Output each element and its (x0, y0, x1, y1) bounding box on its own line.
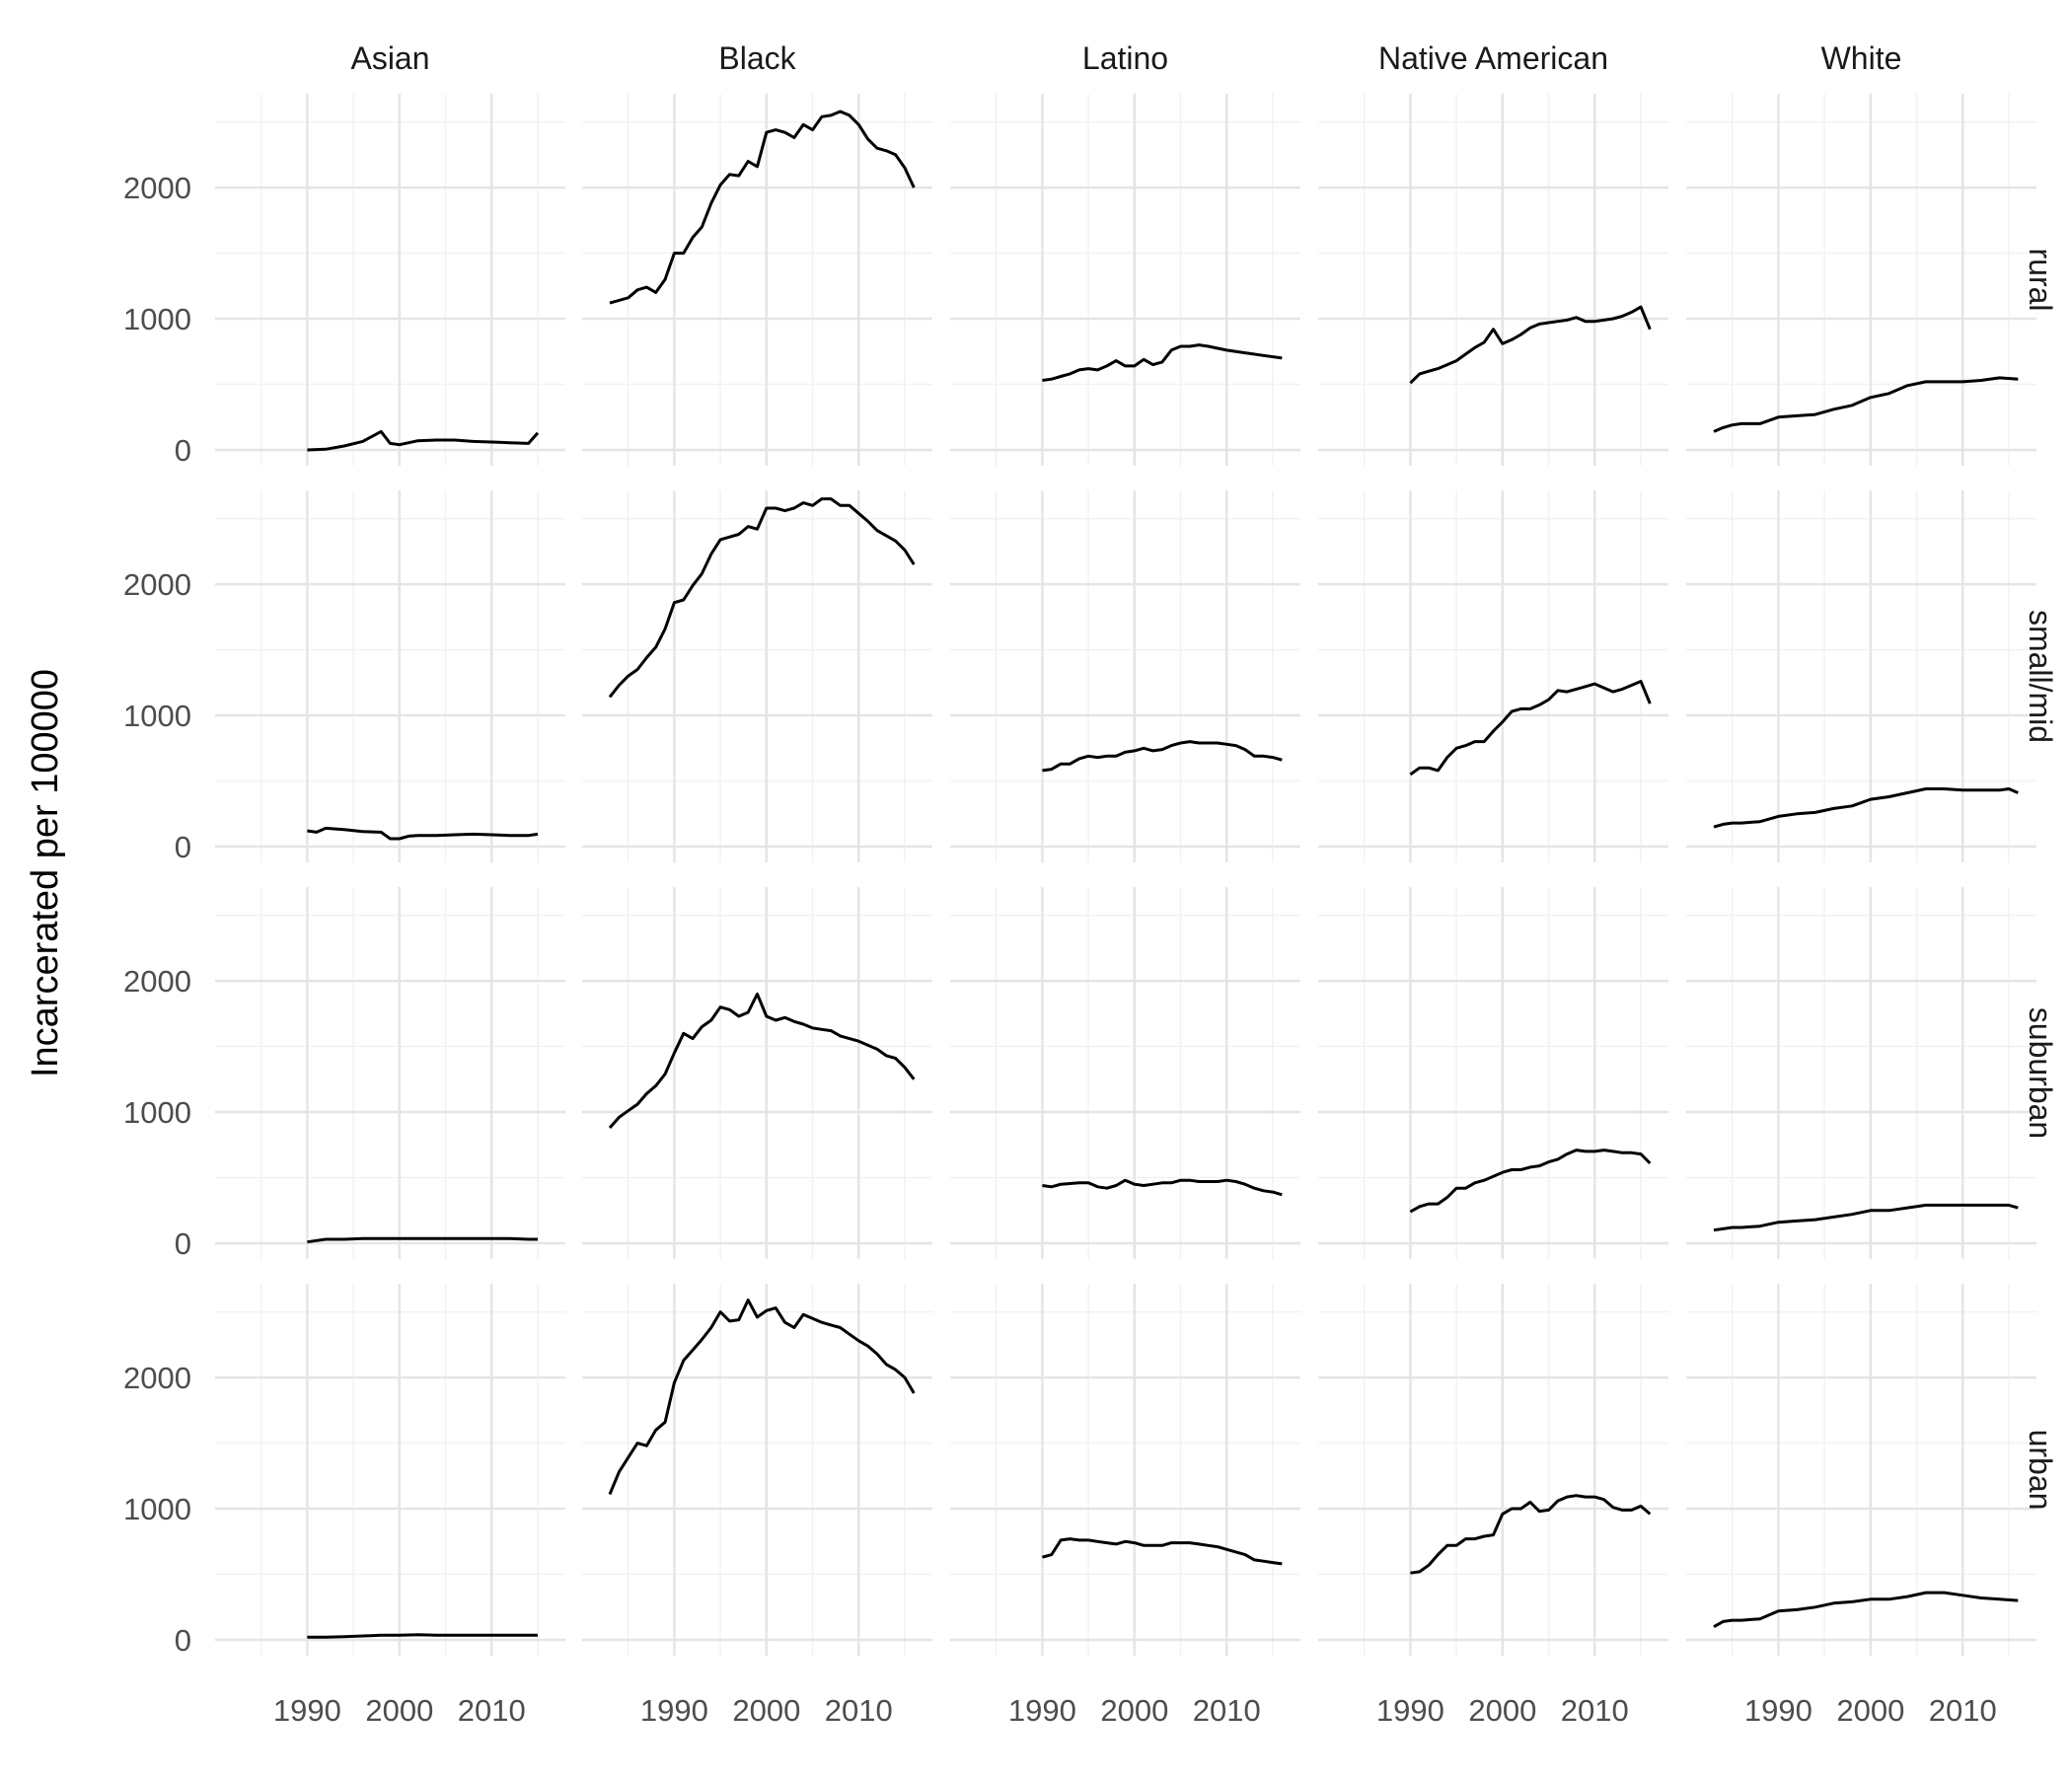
y-tick-label: 0 (175, 433, 191, 468)
y-tick-label: 1000 (123, 302, 191, 336)
facet-row-label-suburban: suburban (2023, 1007, 2058, 1139)
series-line-small-mid-asian (307, 826, 539, 841)
x-tick-label: 2000 (365, 1693, 433, 1728)
y-tick-label: 2000 (123, 964, 191, 999)
x-tick-label: 2010 (1193, 1693, 1261, 1728)
series-line-urban-latino (1042, 1537, 1283, 1566)
y-tick-label: 2000 (123, 1361, 191, 1395)
series-line-urban-asian (307, 1633, 538, 1639)
series-line-rural-native-american (1409, 305, 1652, 385)
facet-col-label-white: White (1821, 40, 1902, 76)
x-tick-label: 1990 (640, 1693, 708, 1728)
series-line-small-mid-black (608, 497, 916, 699)
y-tick-label: 0 (175, 1226, 191, 1261)
series-line-small-mid-native-american (1409, 680, 1652, 777)
x-tick-label: 1990 (1376, 1693, 1444, 1728)
facet-col-label-asian: Asian (350, 40, 429, 76)
series-line-small-mid-white (1713, 787, 2019, 829)
series-line-small-mid-latino (1042, 740, 1283, 773)
x-tick-label: 2000 (732, 1693, 800, 1728)
series-line-rural-white (1713, 376, 2019, 433)
facet-row-label-rural: rural (2023, 248, 2058, 311)
series-line-suburban-black (608, 992, 916, 1129)
series-line-rural-asian (307, 429, 540, 452)
facet-col-label-native-american: Native American (1378, 40, 1608, 76)
x-tick-label: 2010 (1561, 1693, 1629, 1728)
facet-row-label-urban: urban (2023, 1430, 2058, 1511)
y-tick-label: 2000 (123, 171, 191, 205)
x-tick-label: 1990 (273, 1693, 341, 1728)
y-tick-label: 1000 (123, 1492, 191, 1526)
x-tick-label: 2010 (1929, 1693, 1997, 1728)
series-line-suburban-white (1713, 1203, 2019, 1232)
y-tick-label: 1000 (123, 1095, 191, 1130)
x-tick-label: 1990 (1744, 1693, 1813, 1728)
series-line-suburban-asian (307, 1236, 538, 1244)
series-line-rural-black (609, 110, 916, 305)
facet-row-label-small-mid: small/mid (2023, 610, 2058, 743)
x-tick-label: 2010 (825, 1693, 893, 1728)
facet-col-label-black: Black (718, 40, 796, 76)
x-tick-label: 2000 (1100, 1693, 1168, 1728)
y-tick-label: 0 (175, 830, 191, 864)
facet-col-label-latino: Latino (1082, 40, 1168, 76)
y-axis-title: Incarcerated per 100000 (25, 669, 66, 1077)
x-tick-label: 2010 (458, 1693, 526, 1728)
series-line-rural-latino (1042, 343, 1283, 382)
x-tick-label: 1990 (1008, 1693, 1076, 1728)
y-tick-label: 2000 (123, 567, 191, 602)
series-line-urban-native-american (1410, 1494, 1652, 1575)
series-line-urban-black (608, 1299, 916, 1495)
series-line-suburban-latino (1042, 1178, 1283, 1197)
x-tick-label: 2000 (1468, 1693, 1536, 1728)
x-tick-label: 2000 (1836, 1693, 1904, 1728)
y-tick-label: 1000 (123, 699, 191, 733)
series-line-urban-white (1713, 1591, 2019, 1629)
y-tick-label: 0 (175, 1623, 191, 1658)
series-line-suburban-native-american (1409, 1149, 1652, 1214)
